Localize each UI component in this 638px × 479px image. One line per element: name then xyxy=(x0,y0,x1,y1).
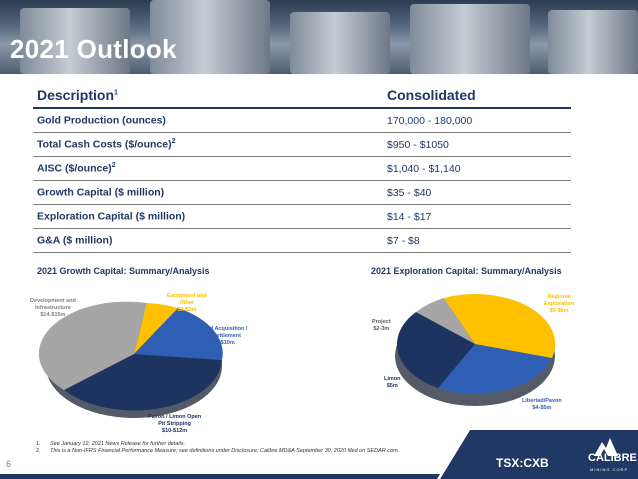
footnotes: 1. See January 12, 2021 News Release for … xyxy=(36,441,426,456)
pie-label-project: Project $2-3m xyxy=(372,319,391,332)
exploration-capital-pie xyxy=(395,294,556,406)
table-row: G&A ($ million) $7 - $8 xyxy=(33,228,571,253)
logo-subtitle: MINING CORP xyxy=(590,467,629,472)
pie-label-limon: Limon $5m xyxy=(384,376,401,389)
pie-label-regional: Regional Exploration $5-$6m xyxy=(544,294,575,314)
growth-capital-pie xyxy=(38,301,223,418)
table-row: Exploration Capital ($ million) $14 - $17 xyxy=(33,204,571,229)
row-value: $7 - $8 xyxy=(383,228,571,253)
ticker-symbol: TSX:CXB xyxy=(496,456,549,470)
pie-slice-limon xyxy=(397,312,475,388)
row-value: $1,040 - $1,140 xyxy=(383,156,571,181)
row-value: 170,000 - 180,000 xyxy=(383,108,571,133)
logo-wordmark: CALIBRE xyxy=(588,452,637,464)
pie-label-pavon: Pavon / Limon Open Pit Stripping $10-$12m xyxy=(148,414,202,434)
row-label: Exploration Capital ($ million) xyxy=(33,204,383,229)
footer-band xyxy=(0,430,638,479)
pie-slice-land xyxy=(134,308,223,360)
row-label: G&A ($ million) xyxy=(33,228,383,253)
pie-slice-regional xyxy=(444,294,556,358)
description-column-header: Description1 xyxy=(33,85,383,109)
row-value: $35 - $40 xyxy=(383,180,571,205)
footnote: 1. See January 12, 2021 News Release for … xyxy=(36,441,186,447)
row-label: AISC ($/ounce)2 xyxy=(33,156,383,181)
table-row: AISC ($/ounce)2 $1,040 - $1,140 xyxy=(33,156,571,181)
pie-slice-equip xyxy=(134,303,178,354)
pie-label-equip: Equipment and Other $2-$3m xyxy=(167,293,207,313)
pie-slice-dev xyxy=(38,301,147,390)
table-row: Total Cash Costs ($/ounce)2 $950 - $1050 xyxy=(33,132,571,157)
table-row: Gold Production (ounces) 170,000 - 180,00… xyxy=(33,108,571,133)
pie-label-land: Land Acquisition / Resettlement $9-$10m xyxy=(200,326,248,346)
page-title: 2021 Outlook xyxy=(10,34,177,64)
pie-label-dev: Development and Infrastructure $14-$15m xyxy=(30,298,76,318)
calibre-logo-icon xyxy=(594,438,618,456)
row-value: $14 - $17 xyxy=(383,204,571,229)
header-banner xyxy=(0,0,638,74)
consolidated-column-header: Consolidated xyxy=(383,85,571,109)
footnote: 2. This is a Non-IFRS Financial Performan… xyxy=(36,448,400,455)
outlook-table: Description1 Consolidated Gold Productio… xyxy=(33,85,571,253)
row-label: Total Cash Costs ($/ounce)2 xyxy=(33,132,383,157)
growth-chart-title: 2021 Growth Capital: Summary/Analysis xyxy=(37,266,210,276)
table-row: Growth Capital ($ million) $35 - $40 xyxy=(33,180,571,205)
page-number: 6 xyxy=(6,459,12,469)
pie-slice-libertad xyxy=(438,344,552,394)
exploration-chart-title: 2021 Exploration Capital: Summary/Analys… xyxy=(371,266,562,276)
table-header-row: Description1 Consolidated xyxy=(33,85,571,109)
pie-label-libertad: Libertad/Pavon $4-$5m xyxy=(522,398,562,411)
row-label: Gold Production (ounces) xyxy=(33,108,383,133)
row-label: Growth Capital ($ million) xyxy=(33,180,383,205)
pie-slice-project xyxy=(416,298,475,344)
pie-slice-pavon xyxy=(64,354,222,411)
row-value: $950 - $1050 xyxy=(383,132,571,157)
